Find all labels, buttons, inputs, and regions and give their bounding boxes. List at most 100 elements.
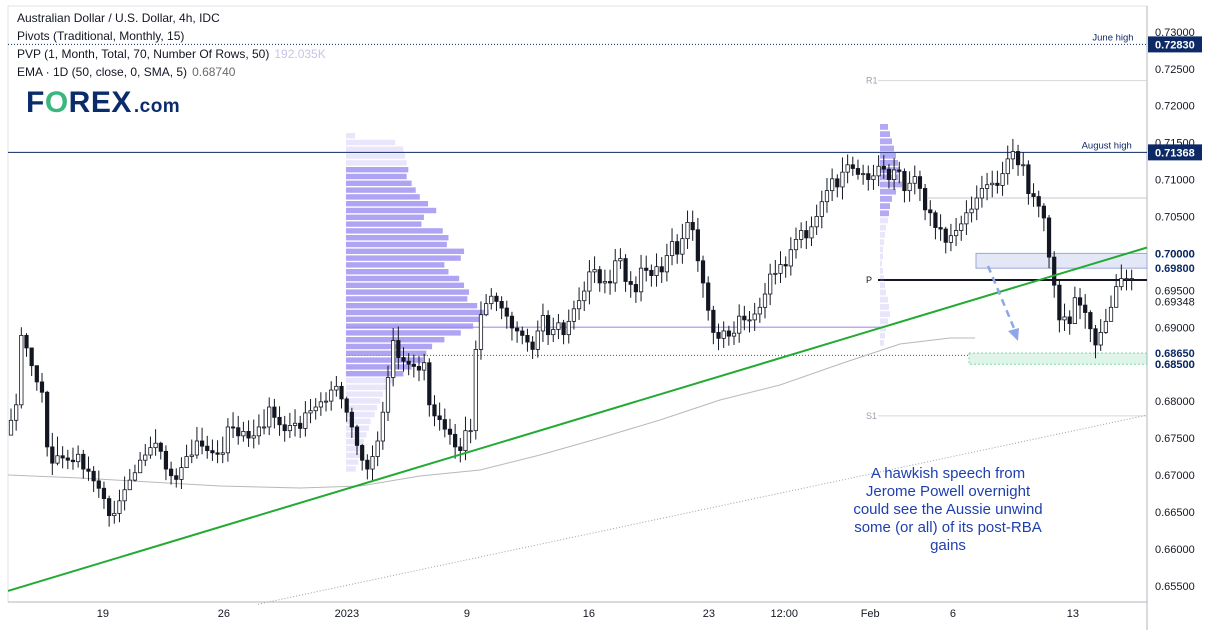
candle-body[interactable] bbox=[96, 480, 101, 489]
candle-body[interactable] bbox=[292, 422, 298, 426]
candle-body[interactable] bbox=[24, 334, 29, 349]
candle-body[interactable] bbox=[1021, 164, 1026, 167]
candle-body[interactable] bbox=[644, 267, 649, 271]
candle-body[interactable] bbox=[416, 366, 422, 371]
candle-body[interactable] bbox=[468, 430, 473, 433]
candle-body[interactable] bbox=[649, 269, 654, 276]
candle-body[interactable] bbox=[778, 264, 783, 274]
candle-body[interactable] bbox=[76, 453, 81, 463]
candle-body[interactable] bbox=[101, 487, 107, 500]
candle-body[interactable] bbox=[1124, 278, 1129, 280]
candle-body[interactable] bbox=[561, 322, 566, 336]
candle-body[interactable] bbox=[50, 446, 55, 464]
candle-body[interactable] bbox=[153, 442, 158, 449]
candle-body[interactable] bbox=[437, 415, 442, 420]
candle-body[interactable] bbox=[1041, 205, 1046, 219]
candle-body[interactable] bbox=[380, 411, 385, 442]
candle-body[interactable] bbox=[349, 411, 354, 428]
candle-body[interactable] bbox=[39, 381, 45, 393]
candle-body[interactable] bbox=[329, 389, 334, 402]
candle-body[interactable] bbox=[917, 176, 923, 189]
candle-body[interactable] bbox=[334, 385, 339, 391]
candle-body[interactable] bbox=[1046, 217, 1052, 258]
candle-body[interactable] bbox=[737, 315, 742, 334]
candle-body[interactable] bbox=[323, 400, 329, 403]
candle-body[interactable] bbox=[933, 212, 938, 228]
candle-body[interactable] bbox=[711, 309, 716, 333]
candle-body[interactable] bbox=[783, 264, 788, 267]
candle-body[interactable] bbox=[318, 401, 323, 408]
candle-body[interactable] bbox=[819, 201, 824, 217]
candle-body[interactable] bbox=[354, 426, 360, 446]
candle-body[interactable] bbox=[628, 281, 633, 285]
candle-body[interactable] bbox=[442, 419, 447, 430]
candle-body[interactable] bbox=[530, 341, 535, 350]
candle-body[interactable] bbox=[587, 271, 592, 292]
candle-body[interactable] bbox=[168, 468, 174, 477]
candle-body[interactable] bbox=[824, 190, 830, 203]
candle-body[interactable] bbox=[1098, 332, 1103, 346]
candle-body[interactable] bbox=[261, 426, 267, 429]
candle-body[interactable] bbox=[731, 332, 737, 337]
candle-body[interactable] bbox=[174, 475, 179, 480]
trendline[interactable] bbox=[7, 246, 1148, 592]
candle-body[interactable] bbox=[659, 266, 664, 273]
candle-body[interactable] bbox=[948, 235, 954, 243]
candle-body[interactable] bbox=[768, 273, 773, 295]
candle-body[interactable] bbox=[406, 360, 411, 365]
candle-body[interactable] bbox=[799, 230, 804, 240]
candle-body[interactable] bbox=[773, 272, 778, 275]
candle-body[interactable] bbox=[1052, 256, 1057, 286]
candle-body[interactable] bbox=[509, 315, 515, 329]
candle-body[interactable] bbox=[840, 171, 845, 188]
candle-body[interactable] bbox=[236, 427, 241, 437]
candle-body[interactable] bbox=[943, 228, 948, 243]
candle-body[interactable] bbox=[912, 176, 917, 184]
candle-body[interactable] bbox=[850, 164, 855, 169]
candle-body[interactable] bbox=[654, 266, 659, 276]
candle-body[interactable] bbox=[804, 230, 809, 239]
candle-body[interactable] bbox=[303, 412, 308, 429]
candle-body[interactable] bbox=[618, 258, 623, 262]
candle-body[interactable] bbox=[685, 221, 690, 240]
candle-body[interactable] bbox=[669, 241, 675, 257]
candle-body[interactable] bbox=[680, 238, 685, 255]
candle-body[interactable] bbox=[959, 223, 964, 231]
candle-body[interactable] bbox=[70, 459, 76, 463]
candle-body[interactable] bbox=[385, 377, 391, 413]
candle-body[interactable] bbox=[484, 303, 489, 316]
candle-body[interactable] bbox=[809, 226, 814, 239]
candle-body[interactable] bbox=[861, 173, 866, 176]
candle-body[interactable] bbox=[1108, 306, 1114, 322]
candle-body[interactable] bbox=[871, 175, 876, 180]
candle-body[interactable] bbox=[127, 479, 132, 491]
candle-body[interactable] bbox=[1077, 297, 1083, 306]
candle-body[interactable] bbox=[545, 315, 551, 336]
candle-body[interactable] bbox=[241, 430, 246, 437]
candle-body[interactable] bbox=[664, 255, 669, 273]
candle-body[interactable] bbox=[272, 406, 277, 418]
candle-body[interactable] bbox=[14, 404, 19, 421]
candle-body[interactable] bbox=[520, 330, 525, 336]
candle-body[interactable] bbox=[148, 447, 153, 456]
candle-body[interactable] bbox=[401, 357, 406, 362]
candle-body[interactable] bbox=[194, 440, 200, 456]
candle-body[interactable] bbox=[566, 320, 571, 336]
candle-body[interactable] bbox=[282, 424, 287, 432]
candle-body[interactable] bbox=[613, 260, 618, 284]
candle-body[interactable] bbox=[1062, 316, 1067, 321]
candle-body[interactable] bbox=[938, 227, 943, 230]
candle-body[interactable] bbox=[308, 410, 313, 414]
candle-body[interactable] bbox=[199, 440, 205, 447]
candle-body[interactable] bbox=[607, 281, 613, 284]
candle-body[interactable] bbox=[339, 385, 344, 400]
candle-body[interactable] bbox=[210, 450, 215, 454]
candle-body[interactable] bbox=[29, 347, 34, 367]
candle-body[interactable] bbox=[535, 330, 540, 350]
candle-body[interactable] bbox=[690, 221, 695, 231]
candle-body[interactable] bbox=[489, 295, 494, 305]
candle-body[interactable] bbox=[876, 165, 881, 177]
candle-body[interactable] bbox=[897, 169, 902, 172]
candle-body[interactable] bbox=[623, 258, 628, 282]
candle-body[interactable] bbox=[251, 435, 256, 439]
